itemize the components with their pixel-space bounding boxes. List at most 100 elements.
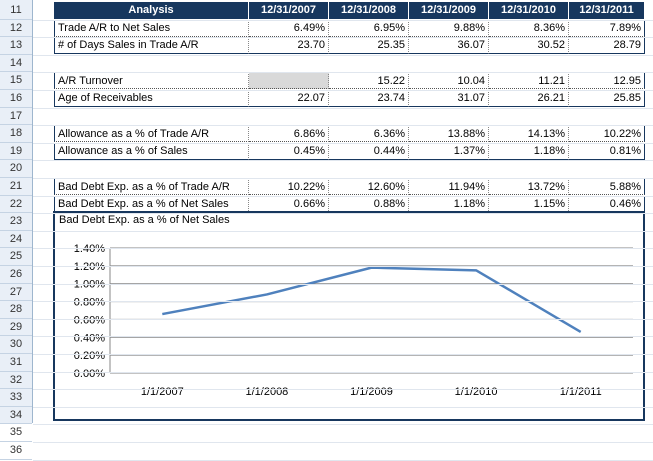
- x-tick-label: 1/1/2011: [560, 386, 602, 398]
- gridline: [33, 266, 653, 267]
- row-number[interactable]: 21: [0, 178, 32, 196]
- gridline: [33, 424, 653, 425]
- gridline: [33, 336, 653, 337]
- row-number[interactable]: 16: [0, 90, 32, 108]
- value-cell[interactable]: 11.21: [489, 72, 569, 89]
- row-number[interactable]: 18: [0, 125, 32, 143]
- row-number[interactable]: 36: [0, 442, 32, 460]
- header-date[interactable]: 12/31/2011: [569, 2, 645, 19]
- row-number[interactable]: 14: [0, 55, 32, 73]
- gridline: [33, 196, 653, 197]
- value-cell[interactable]: 10.22%: [569, 125, 645, 142]
- value-cell[interactable]: 15.22: [329, 72, 409, 89]
- row-number[interactable]: 12: [0, 20, 32, 38]
- x-tick-label: 1/1/2010: [455, 386, 498, 398]
- value-cell[interactable]: 26.21: [489, 90, 569, 107]
- header-date[interactable]: 12/31/2010: [489, 2, 569, 19]
- row-number[interactable]: 20: [0, 160, 32, 178]
- gridline: [33, 442, 653, 443]
- row-number[interactable]: 15: [0, 72, 32, 90]
- row-number[interactable]: 17: [0, 108, 32, 126]
- row-label[interactable]: Age of Receivables: [54, 90, 249, 107]
- gridline: [33, 72, 653, 73]
- gridline: [33, 354, 653, 355]
- row-label[interactable]: Allowance as a % of Trade A/R: [54, 125, 249, 142]
- value-cell[interactable]: 6.86%: [249, 125, 329, 142]
- value-cell[interactable]: 7.89%: [569, 20, 645, 37]
- value-cell[interactable]: 9.88%: [409, 20, 489, 37]
- value-cell[interactable]: 0.45%: [249, 143, 329, 160]
- value-cell[interactable]: 1.37%: [409, 143, 489, 160]
- row-number[interactable]: 24: [0, 231, 32, 249]
- value-cell[interactable]: 0.81%: [569, 143, 645, 160]
- value-cell[interactable]: 5.88%: [569, 178, 645, 195]
- value-cell[interactable]: 11.94%: [409, 178, 489, 195]
- row-number[interactable]: 29: [0, 319, 32, 337]
- gridline: [33, 301, 653, 302]
- row-number[interactable]: 23: [0, 213, 32, 231]
- gridline: [33, 160, 653, 161]
- value-cell[interactable]: 12.60%: [329, 178, 409, 195]
- value-cell[interactable]: 25.85: [569, 90, 645, 107]
- header-analysis[interactable]: Analysis: [54, 2, 249, 19]
- gridline: [33, 55, 653, 56]
- value-cell[interactable]: 30.52: [489, 37, 569, 54]
- value-cell[interactable]: 25.35: [329, 37, 409, 54]
- row-number[interactable]: 27: [0, 284, 32, 302]
- value-cell[interactable]: 12.95: [569, 72, 645, 89]
- gridline: [33, 213, 653, 214]
- row-label[interactable]: Allowance as a % of Sales: [54, 143, 249, 160]
- row-label[interactable]: A/R Turnover: [54, 72, 249, 89]
- row-label[interactable]: Trade A/R to Net Sales: [54, 20, 249, 37]
- value-cell[interactable]: 23.74: [329, 90, 409, 107]
- gridline: [33, 37, 653, 38]
- row-number[interactable]: 11: [0, 2, 32, 20]
- row-label[interactable]: # of Days Sales in Trade A/R: [54, 37, 249, 54]
- y-tick-label: 1.00%: [74, 279, 105, 291]
- chart-title[interactable]: Bad Debt Exp. as a % of Net Sales: [59, 214, 230, 226]
- value-cell[interactable]: [249, 72, 329, 89]
- gridline: [33, 284, 653, 285]
- header-date[interactable]: 12/31/2007: [249, 2, 329, 19]
- gridline: [33, 178, 653, 179]
- value-cell[interactable]: 28.79: [569, 37, 645, 54]
- value-cell[interactable]: 13.72%: [489, 178, 569, 195]
- value-cell[interactable]: 6.36%: [329, 125, 409, 142]
- series-line: [162, 268, 580, 332]
- y-tick-label: 0.00%: [74, 368, 105, 380]
- value-cell[interactable]: 10.04: [409, 72, 489, 89]
- row-number[interactable]: 30: [0, 336, 32, 354]
- row-number[interactable]: 25: [0, 248, 32, 266]
- value-cell[interactable]: 1.18%: [489, 143, 569, 160]
- row-number[interactable]: 34: [0, 407, 32, 425]
- row-number[interactable]: 32: [0, 372, 32, 390]
- header-date[interactable]: 12/31/2009: [409, 2, 489, 19]
- row-number[interactable]: 13: [0, 37, 32, 55]
- row-label[interactable]: Bad Debt Exp. as a % of Trade A/R: [54, 178, 249, 195]
- x-tick-label: 1/1/2007: [141, 386, 184, 398]
- value-cell[interactable]: 8.36%: [489, 20, 569, 37]
- row-number[interactable]: 31: [0, 354, 32, 372]
- row-number[interactable]: 26: [0, 266, 32, 284]
- value-cell[interactable]: 14.13%: [489, 125, 569, 142]
- value-cell[interactable]: 13.88%: [409, 125, 489, 142]
- gridline: [33, 319, 653, 320]
- row-number[interactable]: 22: [0, 196, 32, 214]
- row-number[interactable]: 19: [0, 143, 32, 161]
- value-cell[interactable]: 31.07: [409, 90, 489, 107]
- gridline: [33, 125, 653, 126]
- value-cell[interactable]: 6.95%: [329, 20, 409, 37]
- y-tick-label: 0.60%: [74, 314, 105, 326]
- row-number[interactable]: 28: [0, 301, 32, 319]
- value-cell[interactable]: 10.22%: [249, 178, 329, 195]
- value-cell[interactable]: 6.49%: [249, 20, 329, 37]
- row-number[interactable]: 33: [0, 389, 32, 407]
- header-date[interactable]: 12/31/2008: [329, 2, 409, 19]
- row-number[interactable]: 35: [0, 424, 32, 442]
- value-cell[interactable]: 36.07: [409, 37, 489, 54]
- value-cell[interactable]: 0.44%: [329, 143, 409, 160]
- gridline: [33, 90, 653, 91]
- value-cell[interactable]: 22.07: [249, 90, 329, 107]
- value-cell[interactable]: 23.70: [249, 37, 329, 54]
